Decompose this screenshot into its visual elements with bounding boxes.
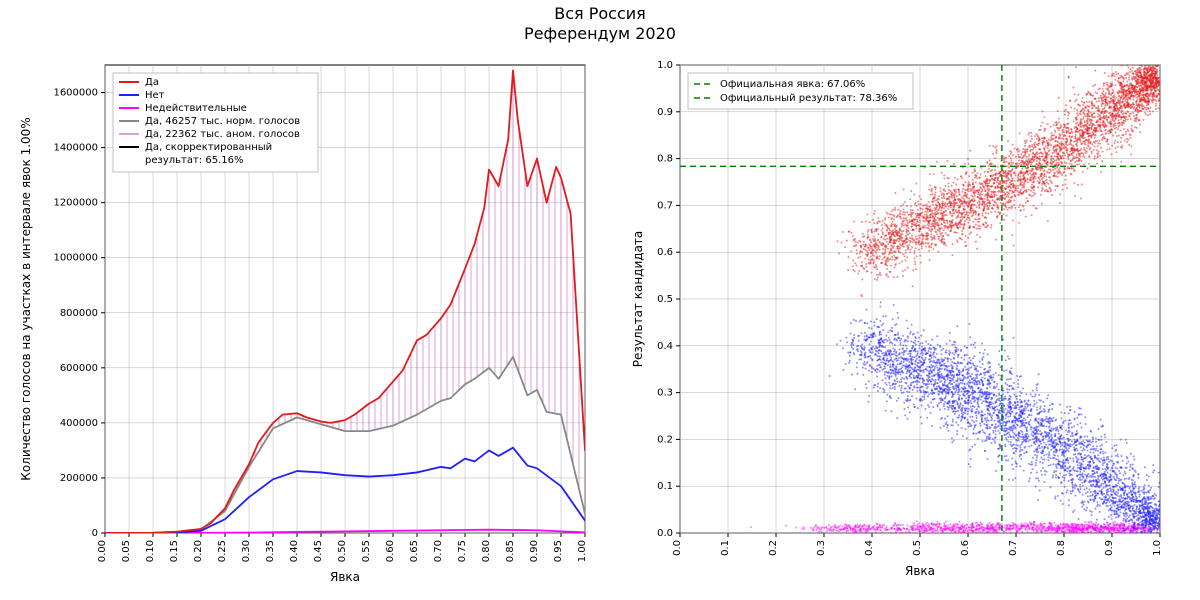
svg-text:Да: Да (145, 77, 159, 88)
svg-text:1200000: 1200000 (53, 198, 98, 209)
plot-svg: 0.000.050.100.150.200.250.300.350.400.45… (0, 0, 1200, 600)
svg-text:0.90: 0.90 (529, 540, 540, 562)
svg-text:1.00: 1.00 (577, 540, 588, 562)
svg-text:0.7: 0.7 (657, 200, 673, 211)
svg-text:0.05: 0.05 (121, 540, 132, 562)
svg-text:0.65: 0.65 (409, 540, 420, 562)
svg-text:0.5: 0.5 (657, 294, 673, 305)
svg-text:0.80: 0.80 (481, 540, 492, 562)
svg-text:0.35: 0.35 (265, 540, 276, 562)
svg-text:0: 0 (92, 528, 98, 539)
svg-text:0.30: 0.30 (241, 540, 252, 562)
svg-text:Количество голосов на участках: Количество голосов на участках в интерва… (19, 117, 33, 480)
svg-text:600000: 600000 (60, 363, 98, 374)
svg-text:Результат кандидата: Результат кандидата (631, 231, 645, 368)
title-line-1: Вся Россия (554, 4, 646, 23)
figure: Вся Россия Референдум 2020 0.000.050.100… (0, 0, 1200, 600)
svg-text:результат: 65.16%: результат: 65.16% (145, 155, 243, 166)
svg-text:0.15: 0.15 (169, 540, 180, 562)
svg-text:400000: 400000 (60, 418, 98, 429)
svg-text:0.95: 0.95 (553, 540, 564, 562)
svg-text:0.45: 0.45 (313, 540, 324, 562)
svg-text:0.1: 0.1 (657, 481, 673, 492)
svg-text:0.6: 0.6 (657, 247, 673, 258)
svg-text:0.55: 0.55 (361, 540, 372, 562)
svg-text:Явка: Явка (905, 564, 935, 578)
svg-text:0.9: 0.9 (1104, 540, 1115, 556)
svg-text:Да, скорректированный: Да, скорректированный (145, 142, 272, 153)
svg-text:0.1: 0.1 (720, 540, 731, 556)
svg-text:0.40: 0.40 (289, 540, 300, 562)
svg-text:0.4: 0.4 (657, 341, 673, 352)
svg-text:1.0: 1.0 (657, 60, 673, 71)
svg-text:1000000: 1000000 (53, 253, 98, 264)
svg-text:0.0: 0.0 (672, 540, 683, 556)
title-line-2: Референдум 2020 (524, 24, 676, 43)
svg-text:0.3: 0.3 (657, 388, 673, 399)
svg-text:0.7: 0.7 (1008, 540, 1019, 556)
svg-text:Нет: Нет (145, 90, 165, 101)
svg-text:0.0: 0.0 (657, 528, 673, 539)
svg-text:0.70: 0.70 (433, 540, 444, 562)
svg-text:0.9: 0.9 (657, 107, 673, 118)
svg-text:0.85: 0.85 (505, 540, 516, 562)
svg-text:0.20: 0.20 (193, 540, 204, 562)
svg-text:1600000: 1600000 (53, 88, 98, 99)
svg-text:0.75: 0.75 (457, 540, 468, 562)
figure-title: Вся Россия Референдум 2020 (0, 4, 1200, 44)
svg-text:0.3: 0.3 (816, 540, 827, 556)
svg-text:0.25: 0.25 (217, 540, 228, 562)
svg-text:Да, 22362 тыс. аном. голосов: Да, 22362 тыс. аном. голосов (145, 129, 300, 140)
svg-text:200000: 200000 (60, 473, 98, 484)
svg-text:0.2: 0.2 (768, 540, 779, 556)
svg-text:0.8: 0.8 (657, 154, 673, 165)
svg-text:0.6: 0.6 (960, 540, 971, 556)
svg-text:0.2: 0.2 (657, 434, 673, 445)
svg-text:0.60: 0.60 (385, 540, 396, 562)
svg-text:0.4: 0.4 (864, 540, 875, 556)
svg-text:Да, 46257 тыс. норм. голосов: Да, 46257 тыс. норм. голосов (145, 116, 300, 127)
svg-text:Явка: Явка (330, 570, 360, 584)
svg-text:1.0: 1.0 (1152, 540, 1163, 556)
svg-text:Недействительные: Недействительные (145, 103, 247, 114)
svg-text:0.5: 0.5 (912, 540, 923, 556)
svg-text:1400000: 1400000 (53, 143, 98, 154)
svg-text:0.50: 0.50 (337, 540, 348, 562)
svg-text:0.00: 0.00 (97, 540, 108, 562)
svg-text:0.8: 0.8 (1056, 540, 1067, 556)
svg-text:0.10: 0.10 (145, 540, 156, 562)
svg-text:800000: 800000 (60, 308, 98, 319)
